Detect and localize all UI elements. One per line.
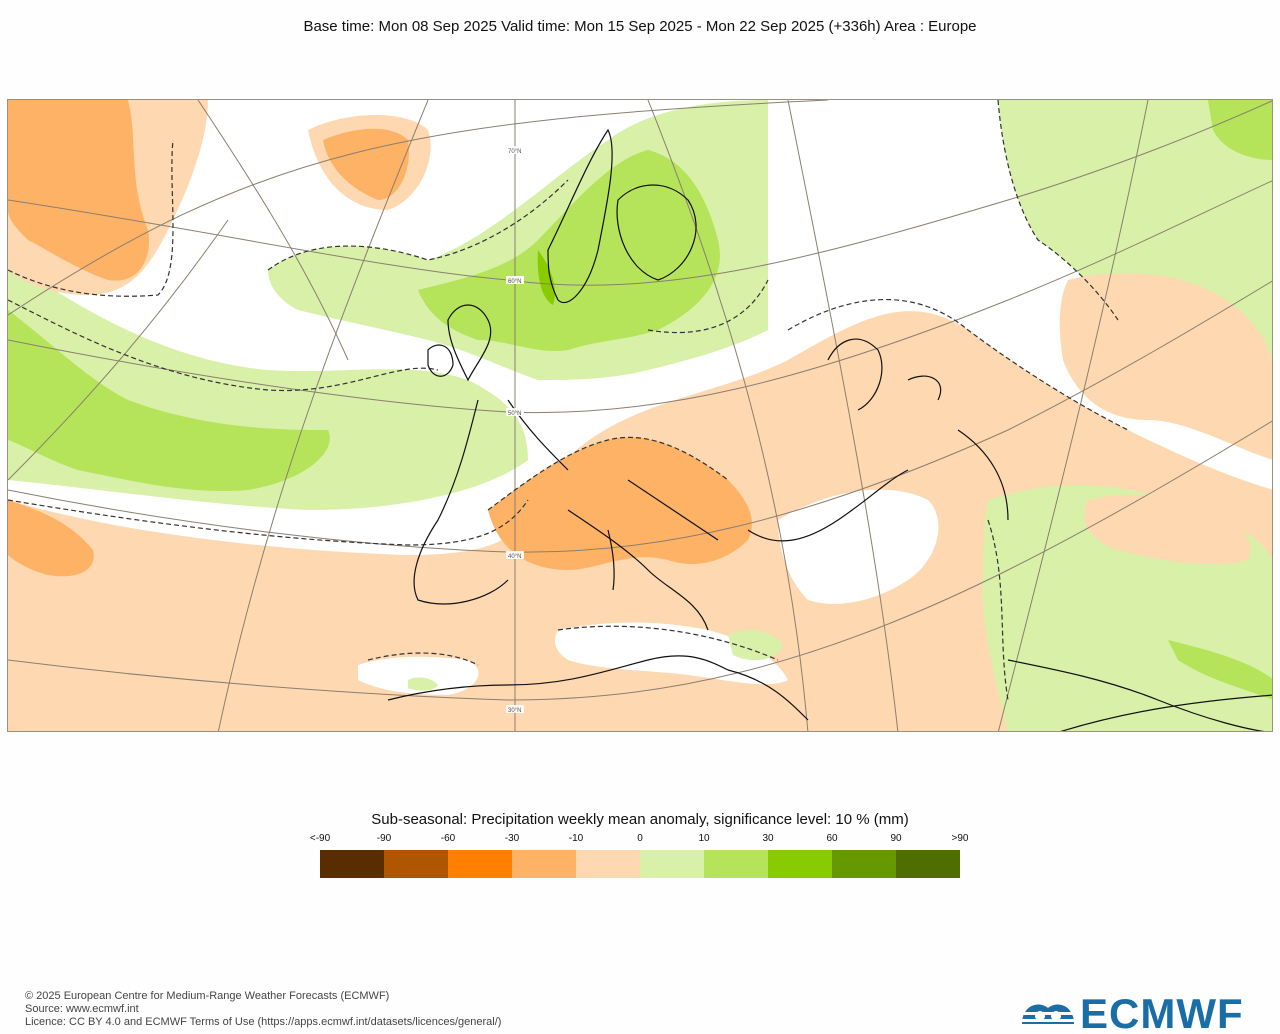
legend-tick: 30 bbox=[762, 833, 774, 844]
legend-swatch bbox=[576, 850, 640, 878]
legend-swatch bbox=[384, 850, 448, 878]
source-text: Source: www.ecmwf.int bbox=[25, 1003, 139, 1015]
legend-swatch bbox=[832, 850, 896, 878]
legend-colorbar bbox=[320, 850, 960, 878]
legend-tick: 10 bbox=[698, 833, 710, 844]
ecmwf-logo: ECMWF bbox=[1018, 994, 1258, 1034]
latitude-labels: 70°N 60°N 50°N 40°N 30°N bbox=[506, 146, 524, 714]
legend-tick: >90 bbox=[951, 833, 969, 844]
graticule bbox=[8, 100, 1272, 731]
map-title: Base time: Mon 08 Sep 2025 Valid time: M… bbox=[303, 18, 977, 35]
legend-tick: -30 bbox=[504, 833, 520, 844]
legend-title: Sub-seasonal: Precipitation weekly mean … bbox=[371, 811, 909, 828]
lat-label-30: 30°N bbox=[508, 708, 521, 714]
legend-tick: <-90 bbox=[309, 833, 331, 844]
legend-swatch bbox=[640, 850, 704, 878]
lat-label-60: 60°N bbox=[508, 279, 521, 285]
legend-tick: 60 bbox=[826, 833, 838, 844]
legend-swatch bbox=[768, 850, 832, 878]
legend-tick: -10 bbox=[568, 833, 584, 844]
legend-swatch bbox=[512, 850, 576, 878]
footer-credits: © 2025 European Centre for Medium-Range … bbox=[25, 990, 501, 1029]
lat-label-50: 50°N bbox=[508, 411, 521, 417]
legend-tick: -60 bbox=[440, 833, 456, 844]
ecmwf-logo-icon bbox=[1020, 1004, 1076, 1024]
legend-ticks: <-90 -90 -60 -30 -10 0 10 30 60 90 >90 bbox=[310, 833, 969, 847]
licence-text: Licence: CC BY 4.0 and ECMWF Terms of Us… bbox=[25, 1016, 502, 1028]
precipitation-anomaly-map: 70°N 60°N 50°N 40°N 30°N bbox=[7, 99, 1273, 732]
coastlines bbox=[387, 128, 1272, 731]
legend-tick: -90 bbox=[376, 833, 392, 844]
copyright-text: © 2025 European Centre for Medium-Range … bbox=[25, 990, 390, 1002]
legend-tick: 0 bbox=[637, 833, 643, 844]
legend-tick: 90 bbox=[890, 833, 902, 844]
legend-swatch bbox=[704, 850, 768, 878]
significance-contours bbox=[8, 100, 1129, 701]
legend-swatch bbox=[320, 850, 384, 878]
logo-text: ECMWF bbox=[1080, 994, 1244, 1034]
lat-label-70: 70°N bbox=[508, 149, 521, 155]
legend-swatch bbox=[448, 850, 512, 878]
legend-swatch bbox=[896, 850, 960, 878]
lat-label-40: 40°N bbox=[508, 554, 521, 560]
